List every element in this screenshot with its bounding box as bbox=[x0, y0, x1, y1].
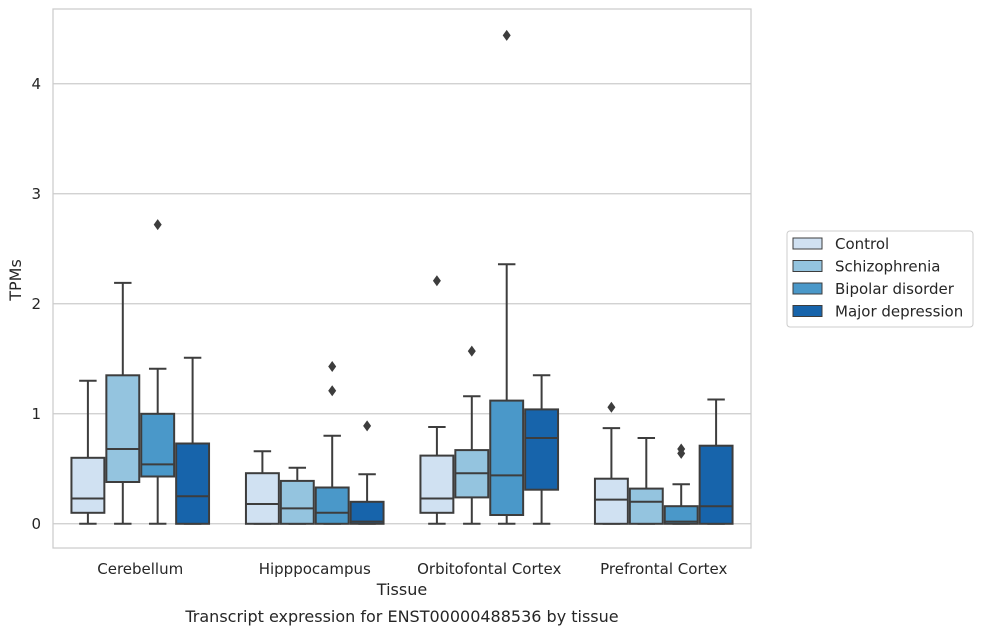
box-group bbox=[105, 281, 141, 525]
box bbox=[419, 454, 455, 514]
box bbox=[140, 412, 176, 478]
box-group bbox=[663, 443, 699, 525]
box bbox=[349, 500, 385, 525]
outlier-marker bbox=[432, 275, 441, 287]
x-tick-labels: Cerebellum Hipppocampus Orbitofontal Corte… bbox=[97, 560, 727, 578]
legend-swatch bbox=[792, 237, 823, 250]
box bbox=[105, 374, 141, 483]
box-group bbox=[419, 275, 455, 525]
x-axis-label: Tissue bbox=[376, 580, 427, 599]
box-group bbox=[698, 398, 734, 525]
legend-label: Schizophrenia bbox=[835, 258, 940, 276]
x-tick-label: Orbitofontal Cortex bbox=[417, 560, 561, 578]
x-tick-label: Cerebellum bbox=[97, 560, 183, 578]
box bbox=[663, 505, 699, 525]
y-tick-label: 1 bbox=[31, 405, 41, 423]
y-tick-label: 4 bbox=[31, 75, 41, 93]
legend-swatch bbox=[792, 282, 823, 295]
chart-caption: Transcript expression for ENST0000048853… bbox=[184, 607, 618, 626]
outlier-marker bbox=[677, 447, 686, 459]
outlier-marker bbox=[153, 219, 162, 231]
box-group bbox=[593, 401, 629, 525]
y-tick-label: 3 bbox=[31, 185, 41, 203]
plot-frame bbox=[52, 8, 752, 549]
box bbox=[593, 477, 629, 525]
outlier-marker bbox=[328, 385, 337, 397]
box-group bbox=[524, 374, 560, 525]
box-plot-marks bbox=[70, 29, 734, 525]
legend-label: Bipolar disorder bbox=[835, 280, 955, 298]
outlier-marker bbox=[467, 345, 476, 357]
box-group bbox=[70, 379, 106, 525]
box bbox=[70, 456, 106, 514]
y-axis-label: TPMs bbox=[6, 259, 25, 302]
box-group bbox=[454, 345, 490, 525]
box bbox=[314, 486, 350, 525]
legend-swatch bbox=[792, 260, 823, 272]
box bbox=[279, 479, 315, 525]
legend-label: Major depression bbox=[835, 303, 963, 321]
box-group bbox=[489, 29, 525, 525]
legend: Control Schizophrenia Bipolar disorder Majo… bbox=[786, 230, 974, 328]
box-group bbox=[279, 466, 315, 525]
box bbox=[698, 444, 734, 525]
legend-frame bbox=[786, 230, 974, 328]
y-tick-label: 2 bbox=[31, 295, 41, 313]
x-tick-label: Prefrontal Cortex bbox=[600, 560, 727, 578]
box-group bbox=[314, 361, 350, 525]
box-group bbox=[140, 219, 176, 525]
box bbox=[628, 487, 664, 525]
box-group bbox=[175, 356, 211, 525]
outlier-marker bbox=[502, 29, 511, 41]
box bbox=[489, 399, 525, 517]
box-group bbox=[244, 450, 280, 525]
legend-swatch bbox=[792, 305, 823, 317]
box bbox=[175, 442, 211, 525]
box-group bbox=[628, 437, 664, 525]
outlier-marker bbox=[363, 420, 372, 432]
x-tick-label: Hipppocampus bbox=[259, 560, 371, 578]
box bbox=[244, 472, 280, 525]
y-tick-label: 0 bbox=[31, 515, 41, 533]
legend-label: Control bbox=[835, 235, 889, 253]
y-tick-labels: 0 1 2 3 4 bbox=[31, 75, 41, 533]
outlier-marker bbox=[328, 361, 337, 372]
box-group bbox=[349, 420, 385, 525]
outlier-marker bbox=[607, 401, 616, 413]
box bbox=[524, 408, 560, 491]
